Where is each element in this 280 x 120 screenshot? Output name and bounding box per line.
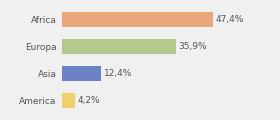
Bar <box>62 39 176 54</box>
Text: 12,4%: 12,4% <box>104 69 132 78</box>
Bar <box>62 12 213 27</box>
Text: 35,9%: 35,9% <box>179 42 207 51</box>
Text: 4,2%: 4,2% <box>78 96 100 105</box>
Bar <box>62 93 75 108</box>
Text: 47,4%: 47,4% <box>215 15 244 24</box>
Bar <box>62 66 101 81</box>
